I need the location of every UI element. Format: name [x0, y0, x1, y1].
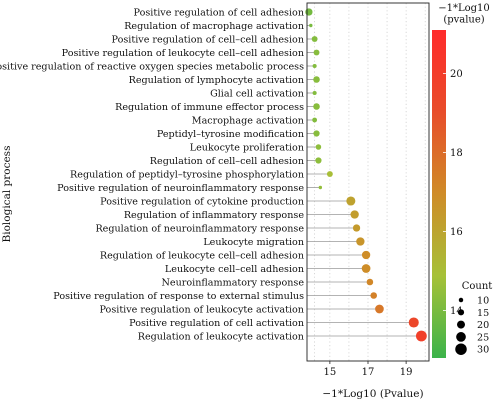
color-bar-ticks: 14 16 18 20	[443, 69, 463, 317]
data-point-5	[313, 76, 320, 83]
data-point-10	[315, 144, 322, 150]
color-legend: −1*Log10 (pvalue) 14 16 18 20	[432, 3, 490, 358]
category-label-3: Positive regulation of leukocyte cell–ce…	[62, 48, 304, 59]
size-legend-dot-4	[455, 343, 467, 355]
data-point-18	[361, 250, 371, 260]
color-bar-tick-label-2: 18	[450, 148, 463, 159]
x-tick-label-0: 15	[324, 367, 337, 378]
data-point-4	[312, 63, 317, 69]
category-label-13: Positive regulation of neuroinflammatory…	[57, 183, 304, 194]
category-label-2: Positive regulation of cell–cell adhesio…	[112, 34, 304, 45]
size-legend-dot-1	[457, 309, 465, 316]
data-point-6	[312, 90, 317, 96]
lollipop-stems	[307, 11, 422, 337]
size-legend-label-4: 30	[477, 345, 489, 356]
size-legend-label-1: 15	[477, 308, 489, 319]
data-point-21	[370, 292, 378, 299]
category-label-9: Peptidyl–tyrosine modification	[157, 129, 304, 140]
color-bar-tick-label-0: 14	[450, 306, 463, 317]
data-points	[305, 8, 427, 342]
color-legend-title: −1*Log10 (pvalue)	[438, 3, 490, 26]
category-label-21: Positive regulation of response to exter…	[53, 291, 304, 302]
data-point-24	[415, 330, 427, 342]
data-point-17	[356, 237, 365, 246]
data-point-12	[326, 171, 333, 177]
data-point-16	[352, 224, 361, 232]
y-axis-label: Biological process	[1, 146, 13, 243]
data-point-7	[313, 103, 320, 110]
data-point-3	[313, 49, 320, 56]
grid	[314, 3, 426, 361]
data-point-14	[346, 196, 356, 206]
size-legend-label-0: 10	[477, 296, 489, 307]
x-axis-label: −1*Log10 (Pvalue)	[322, 388, 423, 400]
category-label-14: Positive regulation of cytokine producti…	[100, 196, 304, 207]
category-label-5: Regulation of lymphocyte activation	[129, 75, 304, 86]
x-tick-label-1: 17	[362, 367, 375, 378]
category-label-0: Positive regulation of cell adhesion	[134, 7, 304, 18]
category-label-24: Regulation of leukocyte activation	[138, 331, 304, 342]
data-point-13	[318, 185, 323, 190]
category-label-7: Regulation of immune effector process	[115, 102, 304, 113]
data-point-1	[309, 23, 313, 28]
category-label-23: Positive regulation of cell activation	[129, 318, 304, 329]
data-point-20	[366, 278, 374, 286]
size-legend-title: Count	[462, 281, 493, 292]
size-legend-dot-0	[458, 297, 464, 303]
data-point-8	[312, 117, 318, 123]
data-point-15	[350, 210, 359, 219]
color-bar	[432, 30, 446, 358]
category-label-15: Regulation of inflammatory response	[124, 210, 304, 221]
size-legend-dot-3	[456, 332, 466, 342]
category-label-8: Macrophage activation	[192, 115, 304, 126]
size-legend-label-3: 25	[477, 332, 489, 343]
data-point-22	[375, 304, 384, 314]
category-label-17: Leukocyte migration	[203, 237, 304, 248]
data-point-23	[408, 317, 419, 328]
category-labels: Positive regulation of cell adhesion Regu…	[0, 7, 304, 342]
category-label-4: Positive regulation of reactive oxygen s…	[0, 61, 304, 72]
category-label-12: Regulation of peptidyl–tyrosine phosphor…	[70, 169, 304, 180]
data-point-0	[305, 8, 313, 16]
category-label-16: Regulation of neuroinflammatory response	[95, 223, 304, 234]
color-bar-tick-label-3: 20	[450, 69, 463, 80]
data-point-2	[311, 36, 318, 42]
category-label-18: Regulation of leukocyte cell–cell adhesi…	[100, 250, 304, 261]
size-legend-label-2: 20	[477, 320, 489, 331]
color-bar-tick-label-1: 16	[450, 227, 463, 238]
data-point-11	[315, 157, 322, 164]
x-tick-label-2: 19	[400, 367, 413, 378]
x-axis-ticks: 15 17 19	[324, 361, 413, 378]
category-label-1: Regulation of macrophage activation	[124, 21, 304, 32]
data-point-19	[361, 264, 371, 273]
data-point-9	[313, 130, 320, 137]
size-legend-dot-2	[457, 320, 465, 329]
category-label-19: Leukocyte cell–cell adhesion	[165, 264, 304, 275]
category-label-10: Leukocyte proliferation	[190, 142, 304, 153]
category-label-11: Regulation of cell–cell adhesion	[150, 156, 304, 167]
category-label-20: Neuroinflammatory response	[162, 277, 305, 288]
category-label-22: Positive regulation of leukocyte activat…	[99, 304, 304, 315]
plot-frame	[306, 2, 430, 362]
category-label-6: Glial cell activation	[210, 88, 304, 99]
